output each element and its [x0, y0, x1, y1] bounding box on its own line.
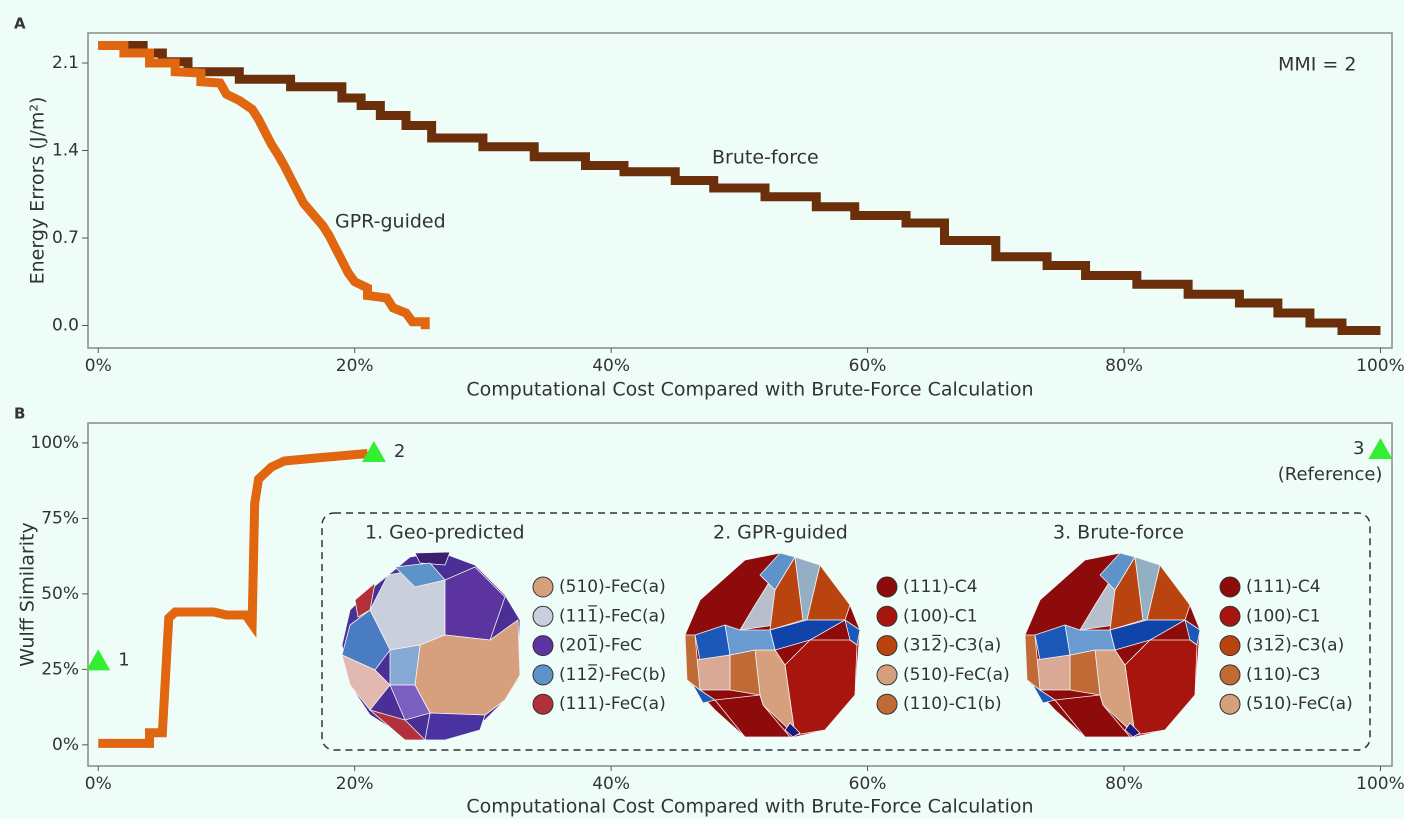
legend-swatch — [1219, 605, 1241, 627]
legend-swatch — [876, 693, 898, 715]
series-line — [98, 41, 1381, 335]
marker — [361, 440, 386, 462]
inset-title: 3. Brute-force — [1053, 522, 1184, 544]
annotation: MMI = 2 — [1278, 54, 1356, 76]
legend-swatch — [876, 605, 898, 627]
polyhedron-gpr — [684, 552, 861, 738]
y-axis-label: Wulff Similarity — [17, 522, 39, 666]
legend-label: (201̅)-FeC — [559, 634, 642, 656]
legend-label: (111)-FeC(a) — [559, 694, 666, 714]
legend-swatch — [876, 576, 898, 598]
y-tick-label: 0% — [52, 735, 79, 755]
x-tick-label: 60% — [849, 356, 887, 376]
legend-label: (510)-FeC(a) — [903, 665, 1010, 685]
x-tick-label: 100% — [1356, 774, 1404, 794]
x-tick-label: 40% — [592, 356, 630, 376]
marker — [1368, 437, 1393, 459]
marker-note: (Reference) — [1278, 464, 1383, 485]
legend-label: (111)-C4 — [903, 577, 978, 597]
legend-swatch — [532, 605, 554, 627]
legend-label: (110)-C3 — [1246, 665, 1321, 685]
x-tick-label: 20% — [336, 356, 374, 376]
series-label: GPR-guided — [335, 211, 446, 233]
panel-letter: B — [14, 405, 25, 423]
inset-title: 1. Geo-predicted — [365, 522, 525, 544]
marker-label: 3 — [1353, 438, 1364, 459]
y-tick-label: 25% — [41, 659, 79, 679]
series-label: Brute-force — [712, 147, 819, 169]
marker — [86, 649, 111, 671]
x-axis-label: Computational Cost Compared with Brute-F… — [466, 379, 1033, 401]
y-tick-label: 1.4 — [52, 141, 79, 161]
legend-label: (110)-C1(b) — [903, 694, 1002, 714]
series-line — [98, 449, 368, 748]
legend-swatch — [532, 693, 554, 715]
marker-label: 2 — [394, 441, 405, 462]
x-axis-label: Computational Cost Compared with Brute-F… — [466, 796, 1033, 818]
y-tick-label: 75% — [41, 508, 79, 528]
polyhedron-brute — [1024, 552, 1201, 738]
x-tick-label: 80% — [1105, 774, 1143, 794]
polyhedron-geo — [341, 551, 521, 741]
y-tick-label: 100% — [30, 433, 79, 453]
legend-label: (100)-C1 — [903, 606, 978, 626]
y-tick-label: 0.7 — [52, 228, 79, 248]
legend-label: (111)-C4 — [1246, 577, 1321, 597]
legend-swatch — [1219, 576, 1241, 598]
x-tick-label: 80% — [1105, 356, 1143, 376]
legend-swatch — [876, 664, 898, 686]
legend-swatch — [1219, 664, 1241, 686]
legend-label: (111̅)-FeC(a) — [559, 604, 666, 626]
legend-swatch — [876, 635, 898, 657]
y-tick-label: 50% — [41, 584, 79, 604]
legend-swatch — [1219, 635, 1241, 657]
legend-swatch — [532, 664, 554, 686]
legend-swatch — [1219, 693, 1241, 715]
marker-label: 1 — [118, 649, 129, 670]
y-tick-label: 0.0 — [52, 316, 79, 336]
x-tick-label: 0% — [85, 774, 112, 794]
legend-swatch — [532, 635, 554, 657]
legend-label: (312̅)-C3(a) — [1246, 634, 1344, 656]
panel-letter: A — [14, 15, 26, 33]
legend-label: (510)-FeC(a) — [559, 577, 666, 597]
x-tick-label: 0% — [85, 356, 112, 376]
y-tick-label: 2.1 — [52, 53, 79, 73]
inset-title: 2. GPR-guided — [713, 522, 848, 544]
x-tick-label: 60% — [849, 774, 887, 794]
legend-swatch — [532, 576, 554, 598]
legend-label: (112̅)-FeC(b) — [559, 663, 666, 685]
y-axis-label: Energy Errors (J/m²) — [27, 97, 49, 285]
plot-frame — [87, 422, 1393, 767]
x-tick-label: 40% — [592, 774, 630, 794]
legend-label: (100)-C1 — [1246, 606, 1321, 626]
plot-frame — [87, 32, 1393, 349]
legend-label: (312̅)-C3(a) — [903, 634, 1001, 656]
x-tick-label: 20% — [336, 774, 374, 794]
legend-label: (510)-FeC(a) — [1246, 694, 1353, 714]
series-line — [98, 41, 430, 330]
x-tick-label: 100% — [1356, 356, 1404, 376]
